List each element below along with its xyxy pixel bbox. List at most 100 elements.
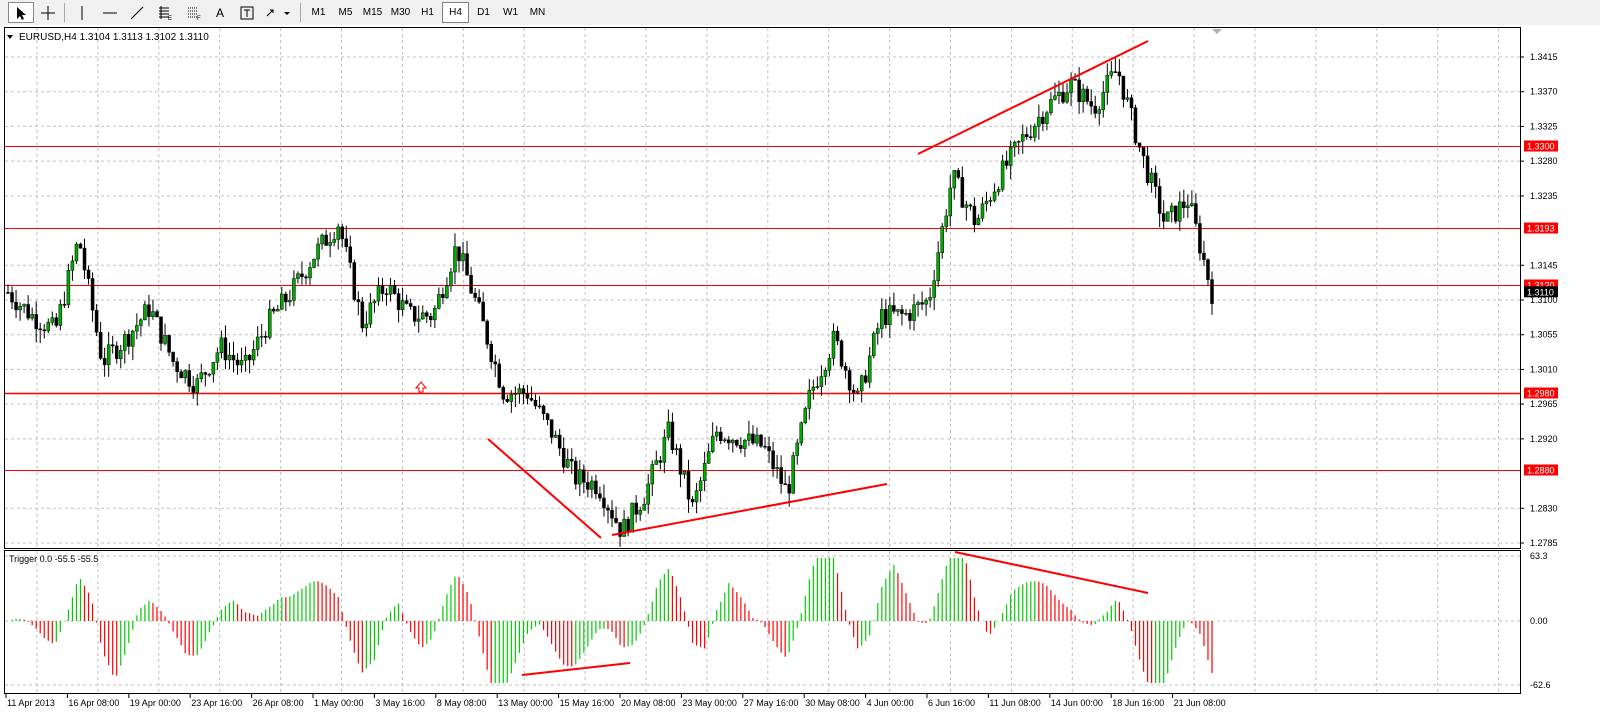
- trendline-icon[interactable]: [125, 2, 149, 23]
- candle-body: [1033, 125, 1037, 138]
- timeframe-h4-button[interactable]: H4: [442, 2, 469, 23]
- candle-body: [114, 345, 119, 359]
- candle-body: [578, 469, 582, 485]
- candle-body: [449, 271, 453, 287]
- candle-body: [30, 314, 34, 319]
- trigger-histogram: [11, 558, 1213, 683]
- candle-body: [360, 301, 365, 329]
- candle-body: [251, 349, 256, 361]
- candle-body: [513, 393, 518, 395]
- candle-body: [908, 313, 912, 321]
- candle-body: [735, 440, 739, 446]
- rising-support-trendline[interactable]: [611, 483, 888, 536]
- candle-body: [1012, 141, 1017, 148]
- candle-body: [666, 421, 671, 438]
- candle-body: [863, 375, 868, 383]
- candle-body: [783, 483, 787, 485]
- candle-body: [58, 304, 63, 326]
- candle-body: [272, 308, 276, 312]
- text-icon[interactable]: A: [215, 5, 224, 20]
- timeframe-mn-button[interactable]: MN: [529, 7, 546, 18]
- support-resistance-levels: [5, 146, 1520, 471]
- candle-body: [638, 509, 642, 515]
- crosshair-icon[interactable]: [36, 2, 60, 23]
- candle-body: [521, 388, 526, 394]
- candle-body: [1008, 146, 1013, 166]
- fibonacci-icon[interactable]: E: [152, 2, 178, 23]
- candle-body: [231, 354, 236, 361]
- up-arrow-marker[interactable]: [414, 381, 428, 393]
- candle-body: [710, 435, 715, 452]
- candle-body: [775, 467, 779, 470]
- candle-body: [98, 332, 103, 359]
- rising-wedge-trendline[interactable]: [917, 40, 1149, 155]
- price-tick-label: 1.3370: [1530, 87, 1558, 97]
- candle-body: [823, 370, 828, 377]
- candle-body: [1174, 205, 1178, 222]
- candle-body: [1165, 211, 1170, 222]
- timeframe-w1-button[interactable]: W1: [503, 7, 518, 18]
- candle-body: [1016, 140, 1021, 143]
- candle-body: [634, 502, 638, 515]
- candle-body: [284, 293, 288, 303]
- candle-body: [118, 350, 123, 359]
- chart-toolbar: E F A M1 M5 M15 M30 H1 H4 D1 W1 MN: [0, 0, 1600, 26]
- candle-body: [541, 405, 546, 414]
- indicator-divergence-line-bottom[interactable]: [521, 662, 631, 676]
- candle-body: [646, 483, 651, 505]
- candle-body: [179, 371, 183, 379]
- candle-body: [312, 258, 316, 268]
- scroll-marker-icon[interactable]: [1212, 29, 1222, 34]
- candle-body: [1085, 88, 1089, 102]
- timeframe-h1-button[interactable]: H1: [421, 7, 434, 18]
- vertical-line-icon[interactable]: [70, 2, 94, 23]
- candle-body: [610, 509, 614, 519]
- falling-trendline[interactable]: [487, 438, 602, 539]
- candle-body: [968, 204, 973, 207]
- candle-body: [888, 305, 892, 325]
- indicator-divergence-line-top[interactable]: [954, 551, 1149, 594]
- candle-body: [1093, 105, 1097, 114]
- candle-body: [896, 309, 900, 312]
- timeframe-m1-button[interactable]: M1: [311, 7, 326, 18]
- candle-body: [203, 372, 208, 375]
- candle-body: [151, 311, 155, 317]
- chart-menu-triangle-icon[interactable]: [7, 35, 13, 39]
- text-label-icon[interactable]: [235, 2, 259, 23]
- candle-body: [980, 203, 985, 219]
- chart-header: EURUSD,H4 1.3104 1.3113 1.3102 1.3110: [7, 32, 209, 43]
- candle-body: [131, 330, 135, 347]
- fibonacci-fan-icon[interactable]: F: [181, 2, 207, 23]
- timeframe-m30-button[interactable]: M30: [390, 7, 411, 18]
- level-price-tag: [1524, 387, 1558, 399]
- candle-body: [867, 355, 872, 383]
- cursor-arrow-icon[interactable]: [8, 2, 34, 23]
- timeframe-m15-button[interactable]: M15: [362, 7, 383, 18]
- candle-body: [6, 292, 10, 294]
- timeframe-d1-button[interactable]: D1: [477, 7, 490, 18]
- price-tick-label: 1.3415: [1530, 52, 1558, 62]
- candle-body: [771, 450, 775, 470]
- candle-body: [227, 354, 232, 361]
- candle-body: [336, 226, 340, 240]
- candle-body: [461, 253, 465, 262]
- candle-body: [1206, 259, 1210, 280]
- time-tick-label: 16 Apr 08:00: [68, 698, 119, 708]
- candle-body: [477, 297, 481, 303]
- level-price-label: 1.3193: [1527, 224, 1555, 234]
- candle-body: [1121, 75, 1126, 100]
- arrows-dropdown-icon[interactable]: [262, 2, 294, 23]
- candle-body: [62, 304, 67, 306]
- timeframe-m5-button[interactable]: M5: [338, 7, 353, 18]
- candle-body: [441, 294, 445, 298]
- candle-body: [976, 217, 981, 226]
- horizontal-line-icon[interactable]: [98, 2, 122, 23]
- candle-body: [86, 269, 91, 279]
- time-tick-label: 30 May 08:00: [805, 698, 860, 708]
- current-price-tag: [1524, 286, 1558, 298]
- candle-body: [453, 246, 457, 273]
- candle-body: [465, 253, 469, 276]
- candle-body: [1077, 79, 1081, 103]
- candle-body: [300, 273, 304, 278]
- candle-body: [324, 234, 328, 246]
